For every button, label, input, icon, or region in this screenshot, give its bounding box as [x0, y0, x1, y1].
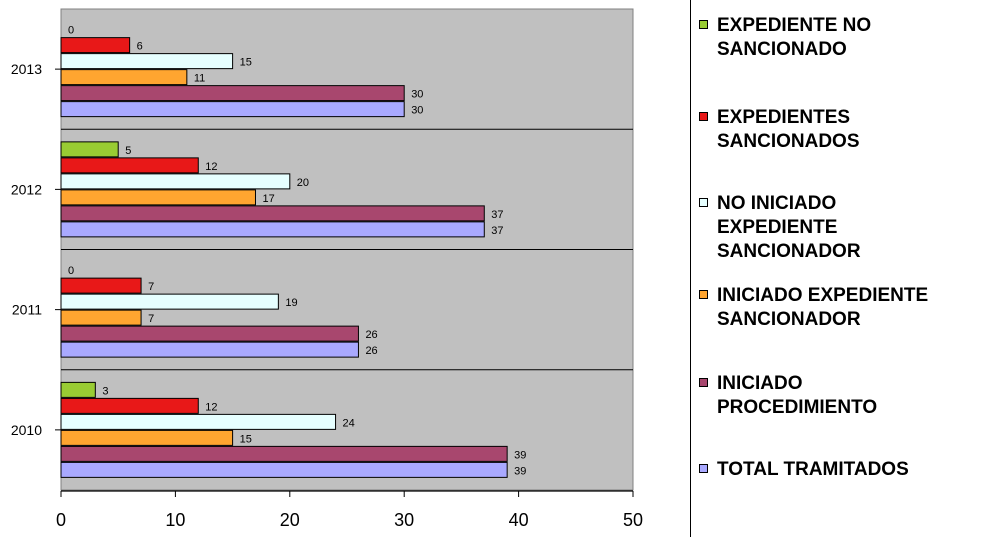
data-label: 24 — [343, 417, 355, 429]
x-tick-label: 0 — [56, 510, 66, 530]
bar — [60, 173, 291, 190]
data-label: 11 — [194, 73, 205, 85]
x-tick-label: 10 — [165, 510, 185, 530]
data-label: 15 — [240, 433, 252, 445]
x-tick-label: 50 — [623, 510, 643, 530]
bar — [60, 277, 142, 294]
data-label: 19 — [285, 297, 297, 309]
data-label: 26 — [365, 329, 377, 341]
data-label: 5 — [125, 145, 131, 157]
legend-label: INICIADO EXPEDIENTE SANCIONADOR — [717, 285, 929, 330]
bar — [60, 101, 405, 118]
bar — [60, 141, 119, 158]
bar — [60, 445, 508, 462]
data-label: 6 — [137, 41, 143, 53]
legend-swatch — [699, 464, 708, 473]
bar-chart: 0615113030201351220173737201207197262620… — [11, 8, 643, 530]
bar — [60, 37, 131, 54]
bar — [60, 157, 199, 174]
bar — [60, 205, 485, 222]
data-label: 39 — [514, 449, 526, 461]
bar — [60, 381, 96, 398]
x-tick-label: 20 — [280, 510, 300, 530]
data-label: 30 — [411, 89, 423, 101]
category-label: 2011 — [12, 302, 42, 318]
data-label: 37 — [491, 225, 503, 237]
category-label: 2010 — [11, 422, 42, 438]
legend-swatch — [699, 20, 708, 29]
bar — [60, 85, 405, 102]
bar — [60, 69, 188, 86]
legend-swatch — [699, 198, 708, 207]
data-label: 17 — [262, 193, 274, 205]
data-label: 7 — [148, 281, 154, 293]
legend-label: EXPEDIENTE NO SANCIONADO — [717, 15, 872, 60]
bar — [60, 309, 142, 326]
bar — [60, 429, 234, 446]
data-label: 30 — [411, 105, 423, 117]
x-tick-label: 40 — [509, 510, 529, 530]
bar — [60, 53, 234, 70]
legend-label: NO INICIADO EXPEDIENTE SANCIONADOR — [717, 193, 861, 262]
legend-label: INICIADO PROCEDIMIENTO — [717, 373, 878, 418]
category-label: 2012 — [11, 181, 42, 197]
data-label: 15 — [240, 57, 252, 69]
data-label: 20 — [297, 177, 309, 189]
bar — [60, 397, 199, 414]
data-label: 12 — [205, 401, 217, 413]
legend: EXPEDIENTE NO SANCIONADO EXPEDIENTES SAN… — [690, 0, 984, 537]
legend-label: TOTAL TRAMITADOS — [717, 459, 909, 480]
bar — [60, 341, 359, 358]
data-label: 3 — [102, 385, 108, 397]
data-label: 37 — [491, 209, 503, 221]
data-label: 26 — [365, 345, 377, 357]
legend-swatch — [699, 378, 708, 387]
data-label: 0 — [68, 265, 74, 277]
bar — [60, 325, 359, 342]
data-label: 12 — [205, 161, 217, 173]
bar — [60, 293, 279, 310]
bar — [60, 189, 256, 206]
category-label: 2013 — [11, 61, 42, 77]
bar — [60, 461, 508, 478]
data-label: 39 — [514, 465, 526, 477]
x-tick-label: 30 — [394, 510, 414, 530]
bar — [60, 413, 337, 430]
bar — [60, 221, 485, 238]
legend-swatch — [699, 290, 708, 299]
legend-label: EXPEDIENTES SANCIONADOS — [717, 107, 860, 152]
legend-swatch — [699, 112, 708, 121]
data-label: 0 — [68, 25, 74, 37]
data-label: 7 — [148, 313, 154, 325]
